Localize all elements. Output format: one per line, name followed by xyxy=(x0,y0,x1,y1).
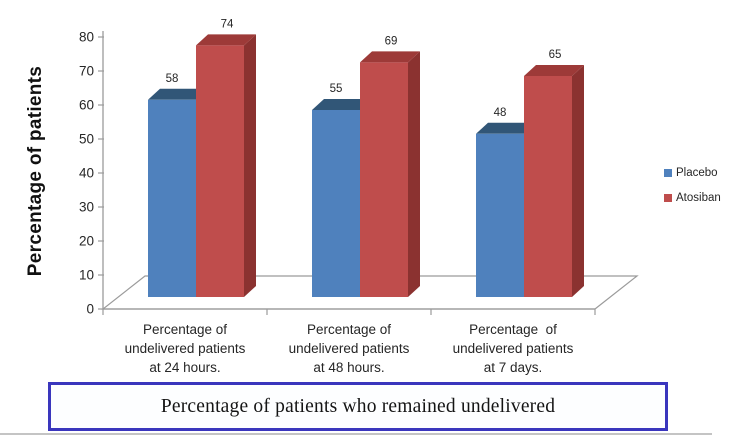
legend-item-atosiban: Atosiban xyxy=(664,192,721,204)
caption-box: Percentage of patients who remained unde… xyxy=(48,382,668,431)
legend: Placebo Atosiban xyxy=(664,167,721,217)
category-label-0: Percentage of undelivered patients at 24 h… xyxy=(97,320,273,377)
bar-placebo-0-top xyxy=(148,88,208,100)
bar-atosiban-0-top xyxy=(196,34,256,46)
y-tick-label: 60 xyxy=(79,98,94,113)
legend-swatch-placebo xyxy=(664,169,672,177)
category-label-line: undelivered patients xyxy=(288,341,410,356)
y-tick-label: 0 xyxy=(86,302,94,317)
value-label: 65 xyxy=(549,49,562,61)
value-label: 74 xyxy=(221,18,234,30)
legend-swatch-atosiban xyxy=(664,194,672,202)
y-tick-label: 30 xyxy=(79,200,94,215)
bar-atosiban-0 xyxy=(196,45,244,298)
y-tick-label: 10 xyxy=(79,268,94,283)
y-tick-label: 20 xyxy=(79,234,94,249)
bar-atosiban-2 xyxy=(524,76,572,297)
bar-placebo-2-top xyxy=(476,122,536,134)
category-label-line: Percentage of xyxy=(142,322,228,337)
caption-text: Percentage of patients who remained unde… xyxy=(160,395,556,417)
bar-atosiban-2-side xyxy=(572,65,584,297)
y-tick-label: 40 xyxy=(79,166,94,181)
bar-atosiban-2-top xyxy=(524,65,584,76)
y-tick-label: 70 xyxy=(79,64,94,79)
category-label-2: Percentage of undelivered patients at 7 da… xyxy=(425,320,601,377)
category-label-line: at 24 hours. xyxy=(149,360,221,375)
bar-atosiban-1 xyxy=(360,62,408,298)
category-label-line: at 7 days. xyxy=(483,360,543,375)
bar-placebo-1 xyxy=(312,110,360,297)
value-label: 69 xyxy=(385,35,398,47)
value-label: 48 xyxy=(494,107,507,119)
bar-placebo-2 xyxy=(476,133,524,297)
category-label-line: at 48 hours. xyxy=(313,360,385,375)
bar-atosiban-1-side xyxy=(408,51,420,298)
bar-atosiban-0-side xyxy=(244,34,256,298)
value-label: 58 xyxy=(166,73,179,85)
category-label-line: undelivered patients xyxy=(452,341,574,356)
category-label-line: undelivered patients xyxy=(124,341,246,356)
legend-item-placebo: Placebo xyxy=(664,167,721,179)
legend-label-atosiban: Atosiban xyxy=(676,192,721,204)
bar-placebo-0 xyxy=(148,99,196,297)
y-tick-label: 50 xyxy=(79,132,94,147)
bar-placebo-1-top xyxy=(312,99,372,110)
legend-label-placebo: Placebo xyxy=(676,167,718,179)
category-label-line: Percentage of xyxy=(469,322,557,337)
y-tick-label: 80 xyxy=(79,30,94,45)
category-label-1: Percentage of undelivered patients at 48 h… xyxy=(261,320,437,377)
category-label-line: Percentage of xyxy=(306,322,392,337)
bar-atosiban-1-top xyxy=(360,51,420,63)
figure-bottom-edge xyxy=(0,433,712,435)
value-label: 55 xyxy=(330,83,343,95)
